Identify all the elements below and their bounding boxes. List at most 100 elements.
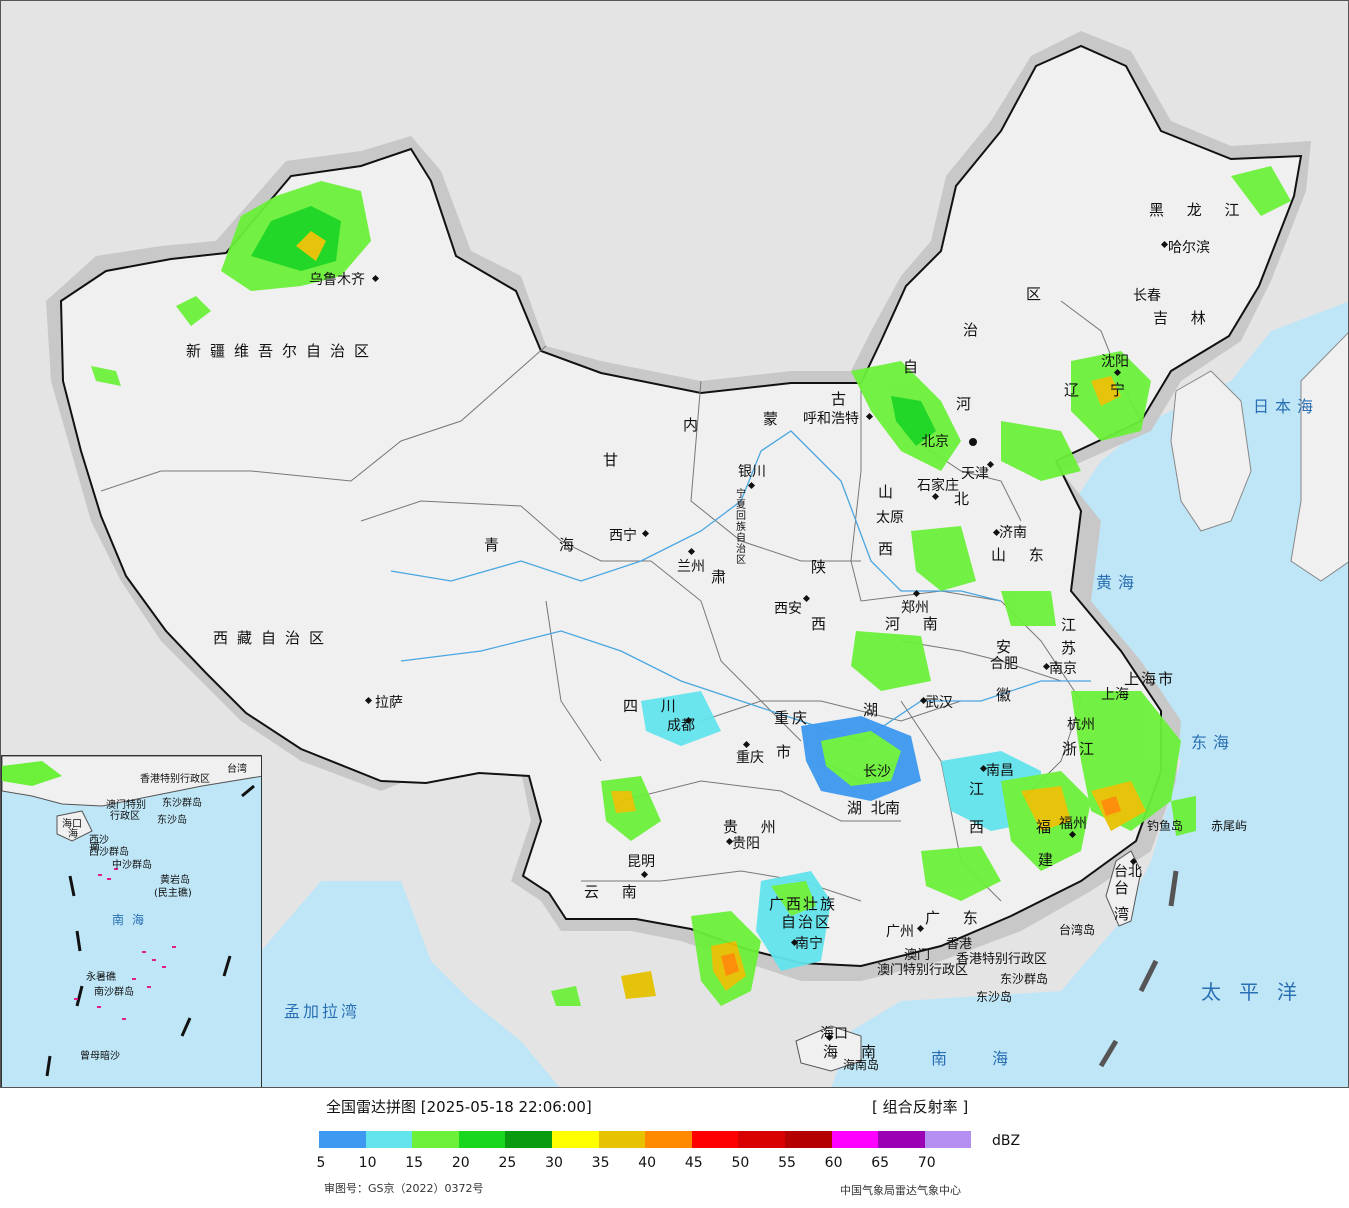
inset-hainan-1: 海 [68, 829, 78, 840]
inset-huangyan-2: (民主礁) [154, 888, 192, 899]
region-gansu-2: 肃 [711, 568, 729, 586]
color-swatch [691, 1131, 739, 1148]
city-shenyang: 沈阳 [1101, 354, 1129, 370]
bay-of-bengal-area [261, 881, 560, 1087]
inset-haikou: 海口 [62, 819, 82, 830]
region-macau: 澳门特别行政区 [877, 963, 969, 978]
region-guangxi-1: 广西壮族 [769, 895, 838, 913]
radar-map[interactable]: 新疆维吾尔自治区 西藏自治区 青 海 甘 肃 四 川 云 南 贵 州 广西壮族 … [0, 0, 1349, 1088]
island-taiwan: 台湾岛 [1059, 923, 1096, 937]
scale-tick-label: 25 [498, 1155, 517, 1171]
inset-huangyan-1: 黄岩岛 [160, 875, 190, 886]
color-swatch [551, 1131, 599, 1148]
sea-bengal: 孟加拉湾 [284, 1002, 361, 1021]
inset-taiwan: 台湾 [227, 764, 247, 775]
region-yunnan: 云 南 [584, 883, 646, 901]
sea-east: 东海 [1191, 733, 1236, 752]
scale-tick-label: 65 [871, 1155, 890, 1171]
region-anhui-2: 徽 [996, 686, 1014, 704]
city-lhasa: 拉萨 [375, 695, 403, 711]
region-hubei: 湖 北 [847, 799, 888, 817]
island-dongsha: 东沙岛 [976, 990, 1013, 1004]
inset-xisha-2: 西沙群岛 [89, 847, 129, 858]
inset-macau-1: 澳门特别 [106, 800, 146, 811]
region-chongqing-2: 庆 [792, 709, 810, 727]
region-chongqing-1: 重 [774, 709, 792, 727]
city-wuhan: 武汉 [925, 695, 953, 711]
city-beijing: 北京 [921, 434, 949, 450]
region-jiangxi-2: 西 [969, 818, 987, 836]
city-nanning: 南宁 [795, 936, 823, 952]
island-hainan: 海南岛 [843, 1058, 880, 1072]
scale-tick-label: 35 [591, 1155, 610, 1171]
region-anhui-1: 安 [996, 638, 1014, 656]
inset-islands [74, 868, 176, 1020]
island-chiwei: 赤尾屿 [1211, 819, 1248, 833]
japan-landmass [1290, 332, 1348, 582]
product-type: [ 组合反射率 ] [872, 1098, 969, 1116]
region-fujian-1: 福 [1036, 818, 1054, 836]
island-diaoyu: 钓鱼岛 [1147, 819, 1184, 833]
region-hebei-2: 北 [954, 490, 972, 508]
region-hunan-1: 湖 [863, 701, 881, 719]
city-taiyuan: 太原 [876, 510, 904, 526]
color-swatch [319, 1131, 366, 1148]
scale-tick-label: 5 [316, 1155, 326, 1171]
city-changsha: 长沙 [863, 764, 891, 780]
region-ningxia: 宁夏回族自治区 [736, 489, 746, 566]
region-taiwan-1: 台 [1114, 879, 1132, 897]
inset-macau-2: 行政区 [110, 811, 140, 822]
city-xianggang: 香港 [946, 937, 973, 952]
city-hangzhou: 杭州 [1067, 717, 1095, 733]
region-jiangsu-1: 江 [1061, 616, 1079, 634]
city-hefei: 合肥 [990, 656, 1018, 672]
sea-pacific: 太平洋 [1201, 980, 1315, 1004]
color-swatch [924, 1131, 972, 1148]
scale-tick-label: 55 [778, 1155, 796, 1171]
city-yinchuan: 银川 [738, 464, 766, 480]
region-shandong: 山 东 [991, 546, 1053, 564]
region-xinjiang: 新疆维吾尔自治区 [186, 342, 379, 360]
region-shanxi-2: 西 [878, 540, 896, 558]
map-canvas [46, 31, 1348, 1087]
region-fujian-2: 建 [1038, 851, 1056, 869]
city-urumqi: 乌鲁木齐 [309, 272, 365, 288]
color-swatch [738, 1131, 785, 1148]
color-swatch [784, 1131, 832, 1148]
region-shanghai: 上海市 [1124, 670, 1176, 688]
region-innermongolia-6: 区 [1026, 285, 1044, 303]
city-changchun: 长春 [1133, 288, 1161, 304]
color-swatch [878, 1131, 925, 1148]
inset-dongsha-islands: 东沙群岛 [162, 798, 202, 809]
city-xining: 西宁 [609, 528, 637, 544]
region-shanxi-1: 山 [878, 483, 896, 501]
region-innermongolia-1: 内 [683, 416, 701, 434]
city-haikou: 海口 [820, 1026, 848, 1042]
region-hebei-1: 河 [956, 395, 974, 413]
city-guiyang: 贵阳 [732, 836, 760, 852]
region-jiangsu-2: 苏 [1061, 639, 1079, 657]
city-fuzhou: 福州 [1059, 816, 1087, 832]
city-hohhot: 呼和浩特 [803, 411, 859, 427]
legend-unit: dBZ [992, 1133, 1021, 1149]
city-nanjing: 南京 [1049, 661, 1077, 677]
city-jinan: 济南 [999, 525, 1027, 541]
scale-tick-label: 15 [405, 1155, 424, 1171]
sea-yellow: 黄海 [1096, 573, 1141, 592]
inset-yongshu: 永暑礁 [86, 972, 116, 983]
region-hunan-2: 南 [885, 799, 903, 817]
color-swatch [645, 1131, 692, 1148]
data-source: 中国气象局雷达气象中心 [840, 1184, 961, 1197]
region-liaoning-2: 宁 [1110, 381, 1128, 399]
city-chengdu: 成都 [667, 718, 695, 734]
sea-japan: 日本海 [1253, 397, 1320, 416]
inset-dashes [45, 784, 255, 1077]
scale-tick-label: 10 [358, 1155, 377, 1171]
inset-hongkong: 香港特别行政区 [140, 774, 210, 785]
south-china-sea-inset: 香港特别行政区 澳门特别 行政区 东沙群岛 东沙岛 台湾 海口 海 南 西沙 西… [1, 755, 262, 1087]
scale-tick-label: 20 [451, 1155, 470, 1171]
region-liaoning-1: 辽 [1064, 381, 1082, 399]
region-innermongolia-5: 治 [963, 321, 981, 339]
region-innermongolia-2: 蒙 [763, 410, 781, 428]
region-heilongjiang: 黑 龙 江 [1149, 201, 1249, 219]
